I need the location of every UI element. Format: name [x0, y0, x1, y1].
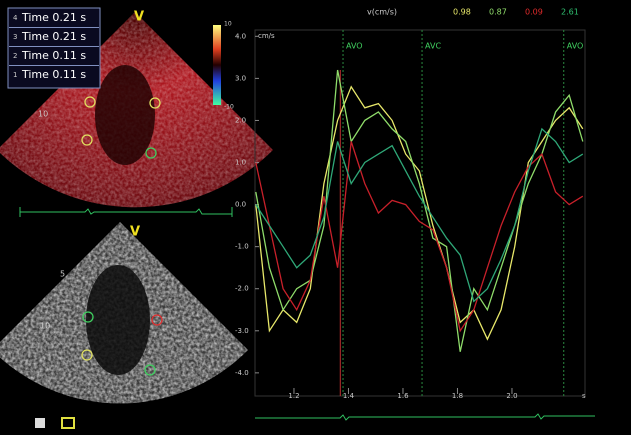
readout-label: v(cm/s) [367, 8, 397, 17]
event-label: AVC [425, 42, 441, 51]
y-tick-label: 0.0 [235, 201, 246, 209]
row-number: 2 [13, 52, 17, 60]
y-tick-label: 2.0 [235, 116, 246, 124]
icon[interactable] [35, 418, 45, 428]
chart: 10 -10 V 10 4Time 0.21 s 3 Time 0.21 s 2 Tim… [0, 0, 631, 435]
plot-frame [255, 30, 585, 396]
view-label: V [134, 10, 144, 25]
y-tick-label: 3.0 [235, 74, 246, 82]
readout-value: 2.61 [561, 8, 579, 17]
readout-value: 0.09 [525, 8, 543, 17]
y-tick-label: -2.0 [235, 285, 249, 293]
icon[interactable] [62, 418, 74, 428]
event-label: AVO [567, 42, 584, 51]
series-line [256, 70, 583, 352]
row-text: Time 0.11 s [21, 49, 86, 62]
scale-min: -10 [224, 104, 234, 111]
row-number: 1 [13, 71, 17, 79]
series-line [256, 87, 583, 339]
y-tick-label: -3.0 [235, 327, 249, 335]
row-text: Time 0.21 s [21, 11, 86, 24]
series-line [256, 129, 583, 301]
y-tick-label: 4.0 [235, 32, 246, 40]
ecg-strip [255, 414, 595, 420]
depth-label-b: 10 [40, 322, 50, 331]
row-text: Time 0.21 s [21, 30, 86, 43]
y-tick-label: -1.0 [235, 243, 249, 251]
event-label: AVO [346, 42, 363, 51]
scale-max: 10 [224, 21, 232, 28]
screen: 10 -10 V 10 4Time 0.21 s 3 Time 0.21 s 2 Tim… [0, 0, 631, 435]
readout-value: 0.87 [489, 8, 507, 17]
view-label-b: V [130, 225, 140, 240]
row-number: 3 [13, 33, 17, 41]
readout-value: 0.98 [453, 8, 471, 17]
depth-label-b: 5 [60, 270, 65, 279]
ecg-strip [20, 209, 232, 214]
x-unit: s [582, 392, 586, 400]
depth-label: 10 [38, 110, 48, 119]
bmode-image [0, 215, 260, 405]
y-tick-label: 1.0 [235, 159, 246, 167]
color-bar [213, 25, 221, 105]
y-axis-label: cm/s [258, 32, 275, 40]
y-tick-label: -4.0 [235, 369, 249, 377]
row-text: Time 0.11 s [21, 68, 86, 81]
row-number: 4 [13, 14, 18, 22]
